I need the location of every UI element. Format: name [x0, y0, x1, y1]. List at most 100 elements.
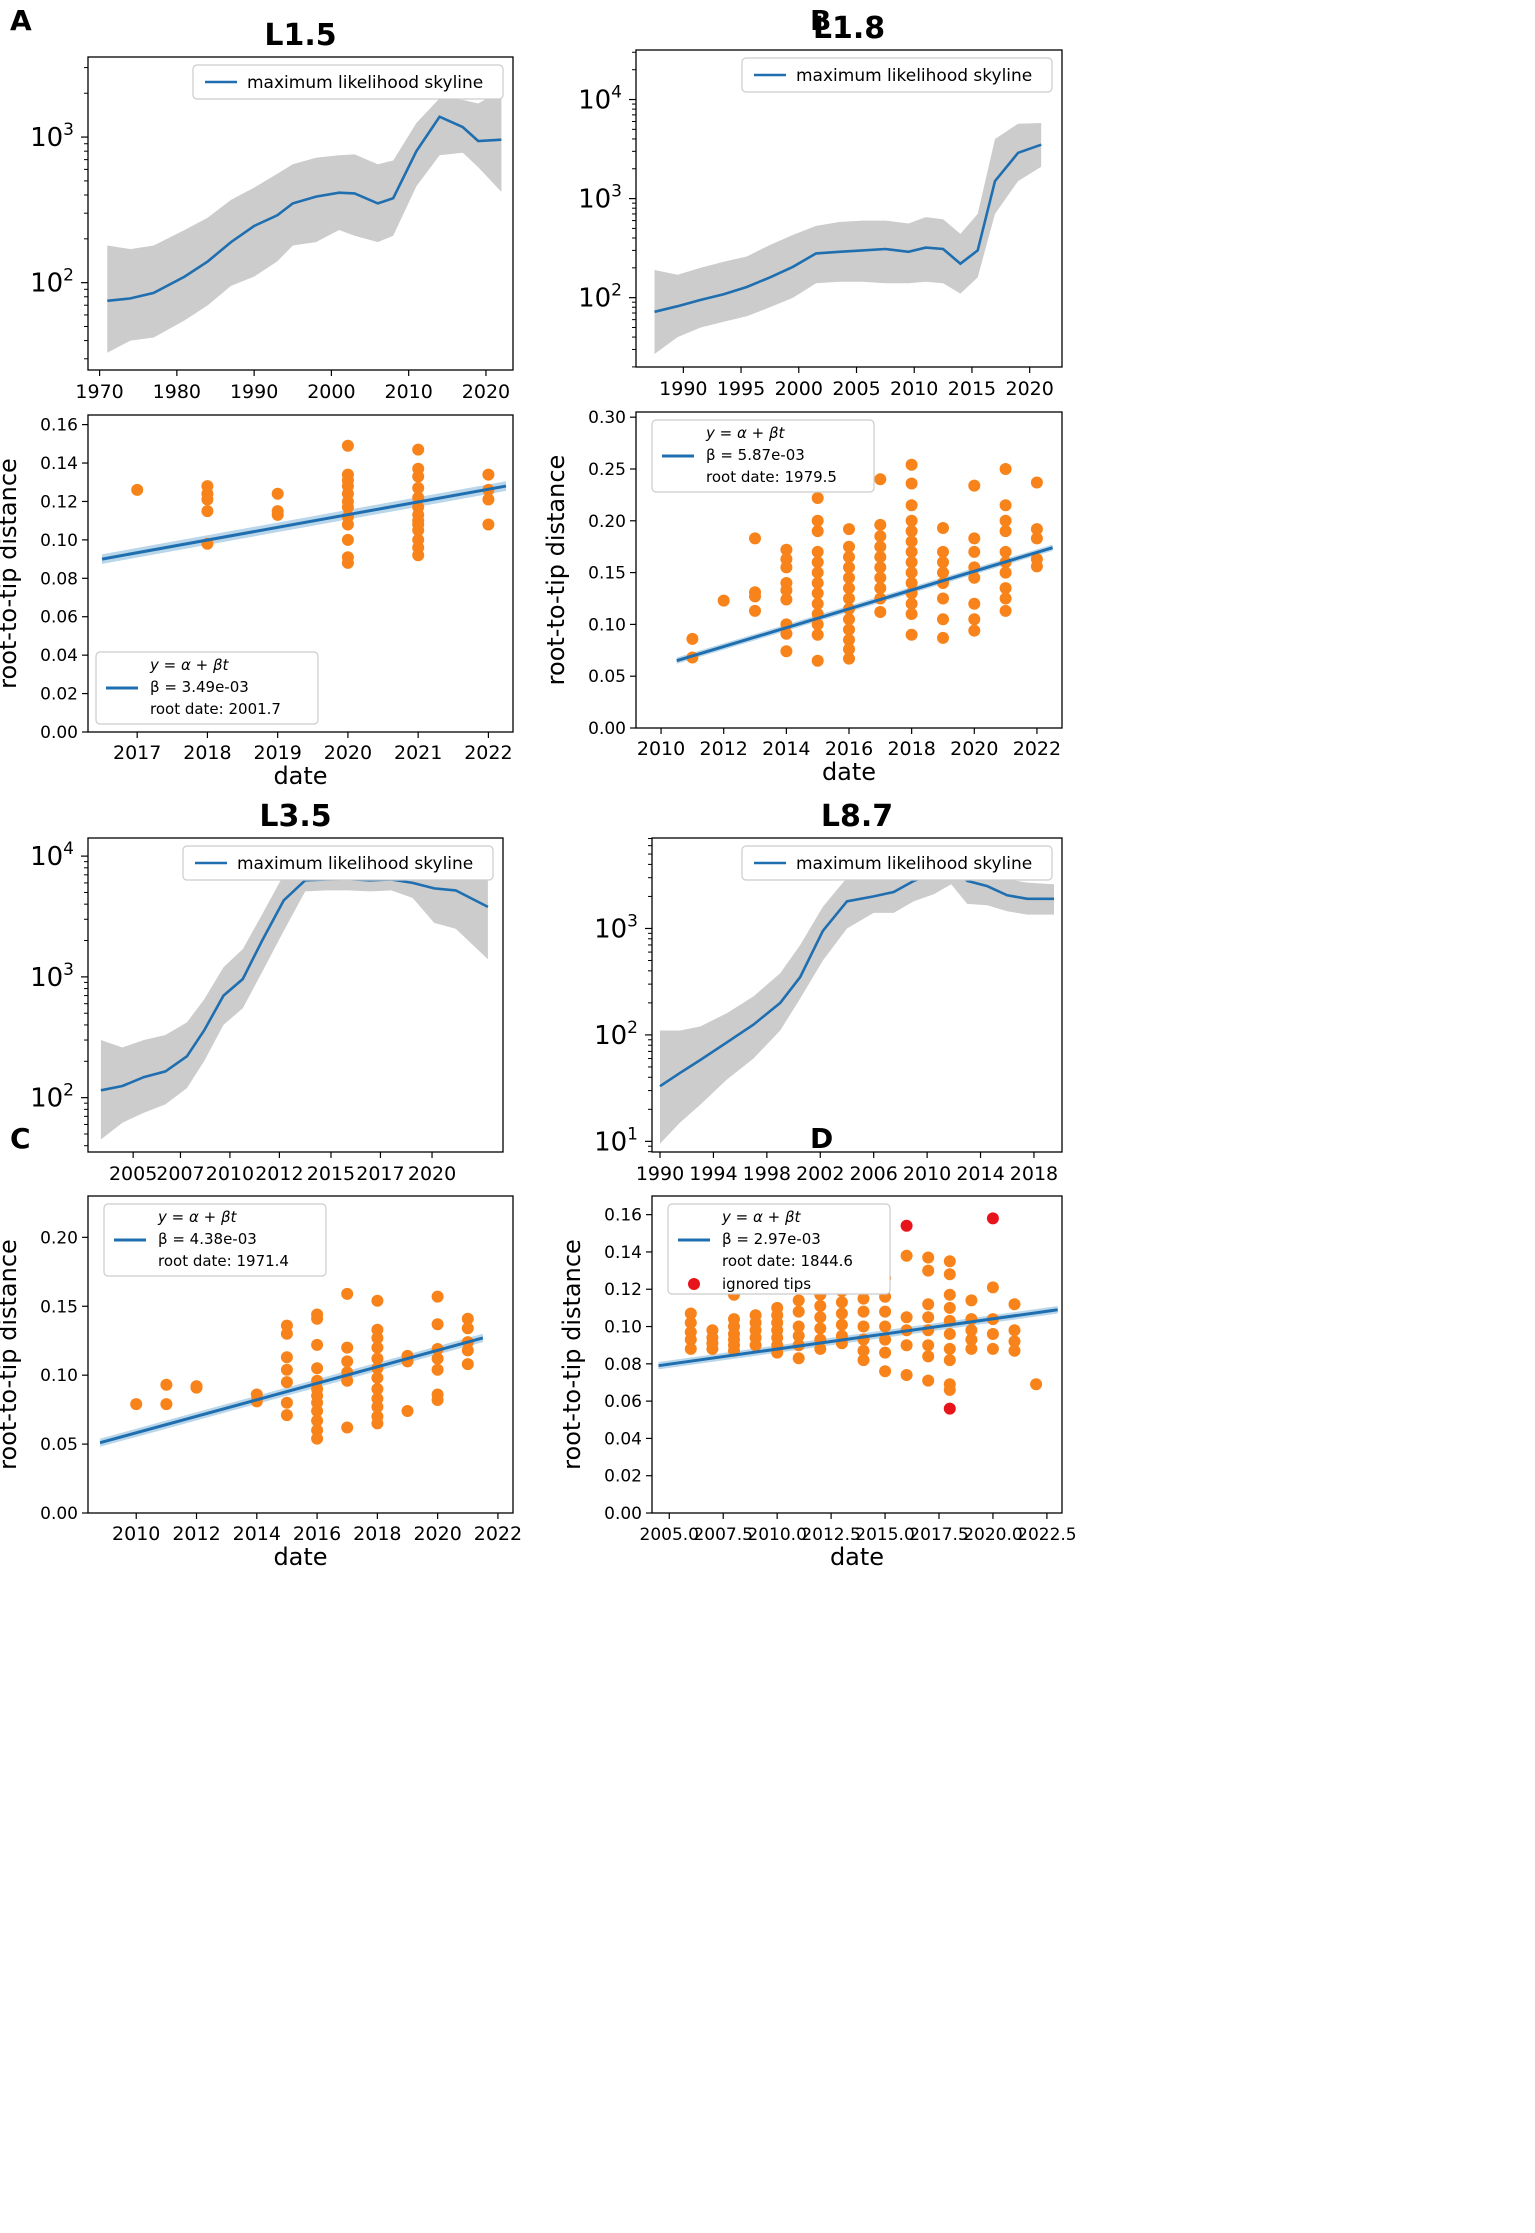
y-tick-label: 0.06 — [40, 608, 78, 628]
plot-frame — [87, 837, 504, 1153]
data-point — [341, 556, 354, 569]
x-axis-label: date — [830, 1543, 884, 1571]
data-point — [371, 1341, 384, 1354]
data-point — [879, 1305, 892, 1318]
x-tick-label: 1994 — [689, 1163, 737, 1185]
data-point — [792, 1305, 805, 1318]
legend: y = α + βt β = 2.97e-03 root date: 1844.6 i… — [667, 1203, 891, 1295]
chart-title: L1.8 — [813, 11, 885, 46]
skyline-line — [100, 877, 489, 1092]
x-tick-label: 2018 — [353, 1523, 401, 1545]
data-point — [835, 1307, 848, 1320]
data-point — [905, 597, 918, 610]
data-point — [857, 1354, 870, 1367]
y-tick-base: 10 — [30, 269, 63, 299]
y-tick-exponent: 4 — [63, 839, 74, 859]
y-tick-base: 10 — [30, 842, 63, 872]
y-tick-label: 0.10 — [588, 615, 626, 635]
root-to-tip-chart-c: 2010 2012 2014 2016 2018 2020 2022 0.00 0.05 0.10… — [0, 1195, 522, 1571]
x-tick-label: 2020 — [408, 1163, 456, 1185]
data-point — [1030, 476, 1043, 489]
data-point — [905, 628, 918, 641]
data-point — [943, 1255, 956, 1268]
y-tick-label: 0.14 — [604, 1243, 642, 1263]
x-tick-label: 1970 — [75, 381, 123, 403]
data-point — [943, 1342, 956, 1355]
data-point — [792, 1320, 805, 1333]
y-tick-exponent: 3 — [63, 120, 74, 140]
data-point — [999, 463, 1012, 475]
data-point — [401, 1405, 414, 1417]
legend-ignored-label: ignored tips — [722, 1275, 811, 1293]
data-point — [857, 1320, 870, 1333]
data-point — [843, 623, 855, 636]
data-point — [341, 1341, 354, 1354]
data-point — [835, 1296, 848, 1309]
legend-label: maximum likelihood skyline — [247, 73, 483, 93]
data-point — [922, 1298, 935, 1311]
data-point — [874, 530, 887, 543]
data-point — [943, 1301, 956, 1314]
data-point — [792, 1352, 805, 1365]
data-point — [999, 582, 1012, 595]
data-point — [271, 508, 284, 521]
x-tick-label: 2020 — [950, 738, 998, 760]
data-point — [371, 1352, 384, 1365]
data-point — [311, 1362, 324, 1375]
data-point — [280, 1351, 293, 1364]
data-point — [999, 604, 1012, 617]
data-point — [341, 533, 354, 546]
skyline-line — [654, 143, 1042, 314]
y-tick-label: 0.12 — [40, 492, 78, 512]
legend-box — [741, 57, 1053, 93]
legend-box — [741, 845, 1053, 881]
x-tick-label: 1998 — [743, 1163, 791, 1185]
x-tick-label: 2006 — [850, 1163, 898, 1185]
data-point — [811, 514, 824, 527]
data-point — [968, 624, 981, 637]
data-point — [965, 1333, 978, 1346]
y-tick-base: 10 — [594, 914, 627, 944]
x-tick-label: 2019 — [253, 742, 301, 764]
data-point — [968, 479, 981, 492]
y-axis-label: root-to-tip distance — [542, 455, 570, 686]
data-point — [1030, 532, 1043, 545]
x-tick-label: 2010.0 — [747, 1525, 806, 1545]
data-point — [843, 571, 855, 584]
data-point — [371, 1417, 384, 1430]
data-point — [965, 1294, 978, 1307]
y-tick-label: 0.00 — [40, 1504, 78, 1524]
data-point — [814, 1311, 827, 1324]
x-tick-label: 2022 — [464, 742, 512, 764]
x-tick-label: 2020 — [413, 1523, 461, 1545]
x-tick-label: 2010 — [206, 1163, 254, 1185]
data-point — [461, 1312, 474, 1325]
data-point — [482, 468, 495, 481]
data-point — [431, 1352, 444, 1365]
data-point — [922, 1350, 935, 1363]
x-tick-label: 2002 — [796, 1163, 844, 1185]
data-point — [905, 535, 918, 548]
data-point — [341, 1374, 354, 1387]
x-tick-label: 2000 — [307, 381, 355, 403]
y-tick-label: 0.08 — [604, 1355, 642, 1375]
data-point — [905, 556, 918, 569]
data-point — [431, 1318, 444, 1331]
x-axis-label: date — [273, 762, 327, 790]
data-point — [986, 1281, 999, 1294]
y-tick-label: 0.00 — [604, 1504, 642, 1524]
x-tick-label: 2005 — [832, 378, 880, 400]
data-point — [811, 597, 824, 610]
data-point — [965, 1342, 978, 1355]
y-tick-base: 10 — [30, 1084, 63, 1114]
x-tick-label: 1990 — [659, 378, 707, 400]
data-point — [684, 1316, 697, 1329]
data-point — [879, 1320, 892, 1333]
data-point — [905, 545, 918, 558]
x-tick-label: 2022.5 — [1017, 1525, 1076, 1545]
y-tick-base: 10 — [30, 123, 63, 153]
data-point — [905, 514, 918, 527]
